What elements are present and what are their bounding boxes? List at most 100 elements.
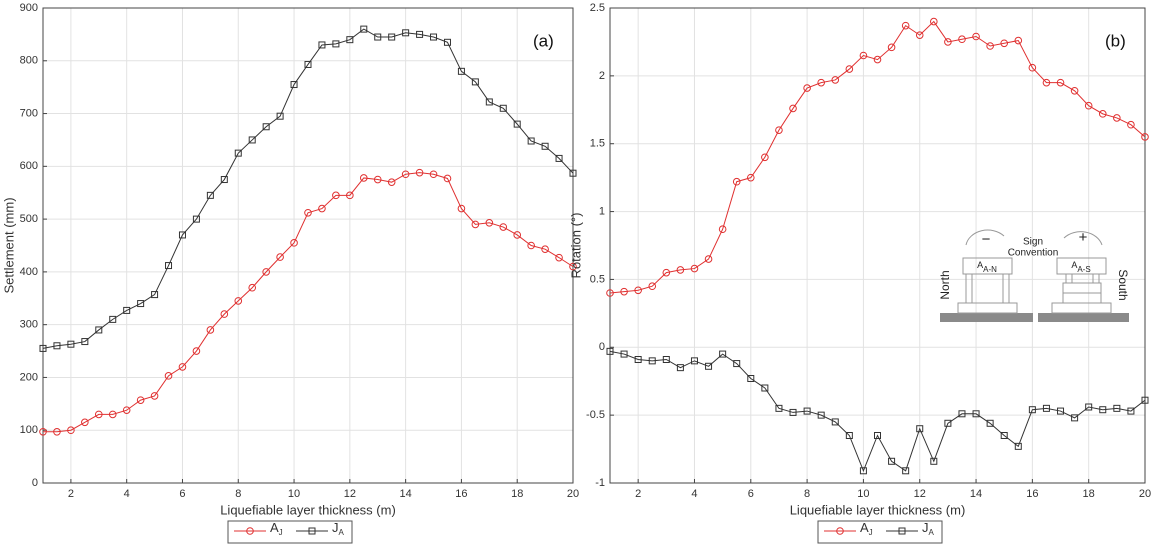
marker	[1028, 406, 1036, 414]
marker	[1000, 432, 1008, 439]
y-axis-label: Rotation (°)	[568, 213, 583, 279]
marker	[874, 432, 881, 439]
x-tick-label: 18	[1083, 488, 1095, 500]
marker	[690, 264, 699, 273]
marker	[888, 457, 896, 465]
marker	[944, 38, 952, 46]
marker	[817, 78, 825, 87]
marker	[513, 120, 521, 128]
x-tick-label: 2	[68, 488, 74, 500]
x-tick-label: 10	[288, 488, 300, 500]
marker	[276, 253, 284, 261]
x-tick-label: 8	[235, 488, 241, 500]
sign-label: Sign	[1023, 237, 1043, 248]
marker	[332, 40, 340, 48]
marker	[898, 527, 906, 535]
marker	[676, 266, 685, 274]
marker	[220, 310, 229, 318]
marker	[704, 255, 713, 263]
marker	[1084, 101, 1093, 110]
marker	[373, 175, 382, 184]
ground	[940, 313, 1033, 322]
marker	[648, 282, 657, 291]
marker	[732, 177, 741, 186]
marker	[1141, 396, 1149, 404]
marker	[346, 36, 354, 44]
marker	[718, 225, 727, 234]
minus-sign: −	[982, 231, 991, 248]
marker	[206, 326, 215, 334]
marker	[887, 43, 896, 52]
marker	[192, 347, 201, 355]
marker	[513, 231, 522, 239]
marker	[401, 170, 410, 179]
marker	[555, 253, 563, 262]
marker	[499, 223, 508, 231]
marker	[958, 410, 966, 418]
marker	[859, 51, 868, 60]
marker	[986, 419, 994, 427]
marker	[803, 407, 811, 415]
marker	[359, 174, 368, 182]
marker	[262, 123, 270, 131]
marker	[873, 55, 882, 64]
marker	[1014, 36, 1023, 45]
marker	[192, 215, 200, 223]
marker	[1113, 114, 1121, 122]
marker	[606, 347, 614, 355]
marker	[1127, 407, 1135, 415]
y-tick-label: 2	[599, 70, 605, 82]
marker	[318, 204, 326, 213]
x-tick-label: 20	[1139, 488, 1151, 500]
x-tick-label: 10	[857, 488, 869, 500]
marker	[634, 356, 642, 363]
marker	[620, 350, 628, 358]
marker	[248, 136, 256, 144]
marker	[485, 98, 493, 106]
x-tick-label: 12	[344, 488, 356, 500]
block-label: AA-N	[977, 260, 997, 274]
left-building	[957, 229, 1018, 314]
marker	[986, 42, 994, 50]
marker	[761, 153, 769, 162]
marker	[1000, 39, 1009, 48]
y-tick-label: 200	[20, 371, 38, 383]
ground	[1038, 313, 1129, 322]
marker	[761, 384, 769, 392]
series-line	[609, 350, 1146, 473]
x-tick-label: 4	[124, 488, 130, 500]
marker	[123, 306, 131, 314]
marker	[527, 241, 535, 250]
marker	[262, 268, 270, 276]
marker	[569, 169, 577, 177]
marker	[1070, 86, 1079, 95]
x-tick-label: 8	[804, 488, 810, 500]
marker	[360, 25, 368, 33]
marker	[733, 360, 741, 368]
panel-label: (b)	[1105, 31, 1126, 50]
marker	[39, 428, 47, 436]
marker	[81, 418, 89, 427]
marker	[620, 287, 628, 296]
marker	[178, 363, 187, 371]
x-tick-label: 20	[567, 488, 579, 500]
x-axis-label: Liquefiable layer thickness (m)	[220, 502, 396, 517]
marker	[151, 291, 159, 299]
marker	[443, 174, 452, 183]
marker	[859, 467, 867, 475]
x-tick-label: 6	[748, 488, 754, 500]
marker	[958, 35, 966, 44]
y-tick-label: 0.5	[590, 273, 605, 285]
plot-frame	[42, 7, 574, 484]
marker	[1071, 414, 1079, 422]
marker	[164, 372, 173, 380]
marker	[308, 527, 316, 535]
marker	[803, 84, 811, 92]
x-tick-label: 4	[691, 488, 697, 500]
marker	[178, 231, 186, 239]
marker	[916, 425, 924, 433]
marker	[430, 33, 438, 41]
marker	[248, 283, 257, 292]
y-tick-label: 800	[20, 55, 38, 67]
marker	[845, 65, 854, 73]
